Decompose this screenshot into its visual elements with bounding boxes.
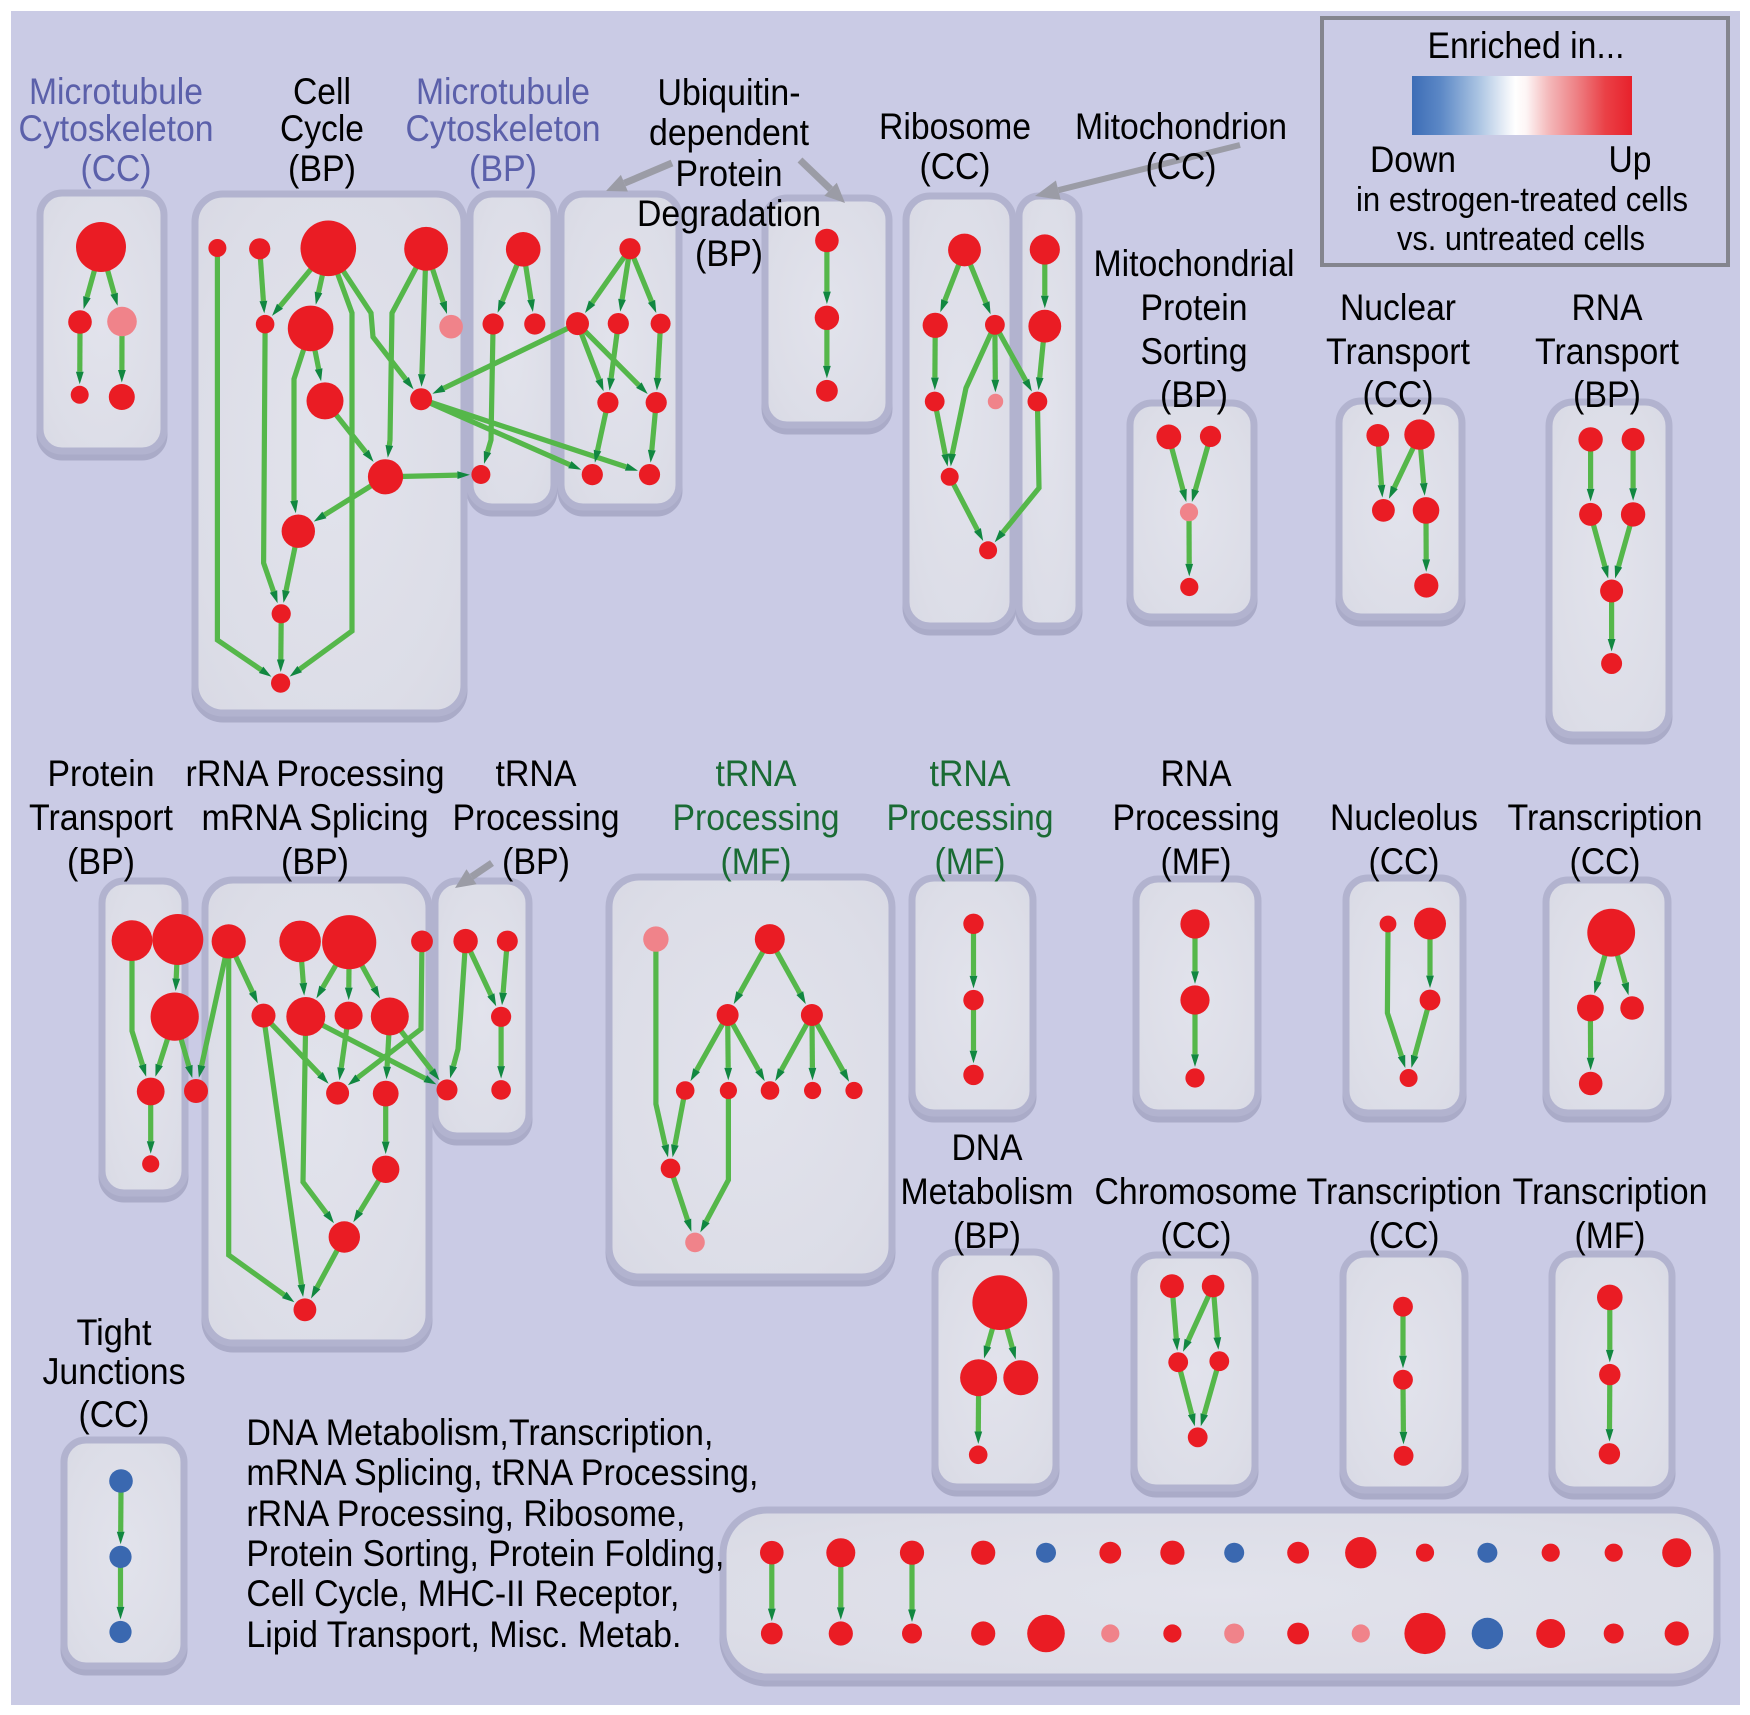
svg-text:Transport: Transport [1326,330,1471,372]
svg-text:(BP): (BP) [288,147,356,189]
svg-text:(CC): (CC) [79,1393,150,1435]
svg-text:Transcription: Transcription [1307,1170,1502,1212]
svg-text:Cell Cycle, MHC-II Receptor,: Cell Cycle, MHC-II Receptor, [246,1572,679,1614]
svg-text:Processing: Processing [673,796,840,838]
svg-text:rRNA Processing, Ribosome,: rRNA Processing, Ribosome, [246,1492,685,1534]
svg-text:Enriched in...: Enriched in... [1428,24,1625,66]
svg-text:tRNA: tRNA [496,752,577,794]
svg-text:(CC): (CC) [1363,373,1434,415]
svg-text:(BP): (BP) [1160,373,1228,415]
svg-text:mRNA Splicing, tRNA Processing: mRNA Splicing, tRNA Processing, [246,1451,758,1493]
svg-text:Microtubule: Microtubule [29,70,203,112]
svg-text:tRNA: tRNA [716,752,797,794]
svg-text:(BP): (BP) [1573,373,1641,415]
svg-text:in estrogen-treated cells: in estrogen-treated cells [1356,181,1688,219]
svg-text:(MF): (MF) [1575,1214,1646,1256]
svg-text:Sorting: Sorting [1141,330,1248,372]
svg-text:(MF): (MF) [721,840,792,882]
svg-text:Cell: Cell [293,70,351,112]
svg-text:Transport: Transport [1535,330,1680,372]
svg-text:Transcription: Transcription [1508,796,1703,838]
svg-text:(CC): (CC) [1570,840,1641,882]
svg-text:Cytoskeleton: Cytoskeleton [406,107,601,149]
svg-text:RNA: RNA [1161,752,1232,794]
svg-text:Down: Down [1370,138,1456,180]
svg-text:Lipid Transport, Misc. Metab.: Lipid Transport, Misc. Metab. [246,1613,681,1655]
svg-text:Protein: Protein [48,752,155,794]
svg-text:RNA: RNA [1572,286,1643,328]
svg-text:Up: Up [1609,138,1652,180]
svg-text:Ubiquitin-: Ubiquitin- [658,71,801,113]
svg-text:Nuclear: Nuclear [1340,286,1456,328]
svg-text:Protein Sorting, Protein Foldi: Protein Sorting, Protein Folding, [246,1532,724,1574]
svg-text:dependent: dependent [649,111,810,153]
svg-text:(MF): (MF) [1161,840,1232,882]
svg-text:DNA Metabolism,Transcription,: DNA Metabolism,Transcription, [246,1411,713,1453]
svg-text:(MF): (MF) [935,840,1006,882]
svg-text:Metabolism: Metabolism [901,1170,1074,1212]
svg-text:(BP): (BP) [502,840,570,882]
svg-text:tRNA: tRNA [930,752,1011,794]
svg-text:Tight: Tight [77,1311,153,1353]
svg-text:(BP): (BP) [469,147,537,189]
svg-text:Ribosome: Ribosome [879,105,1031,147]
svg-text:(CC): (CC) [1161,1214,1232,1256]
svg-text:(CC): (CC) [920,145,991,187]
svg-text:Processing: Processing [453,796,620,838]
svg-text:Degradation: Degradation [637,192,821,234]
svg-text:(BP): (BP) [67,840,135,882]
svg-text:(BP): (BP) [953,1214,1021,1256]
svg-text:Nucleolus: Nucleolus [1330,796,1478,838]
svg-text:Cycle: Cycle [280,107,364,149]
svg-text:Protein: Protein [676,152,783,194]
svg-text:Microtubule: Microtubule [416,70,590,112]
svg-text:Transport: Transport [29,796,174,838]
svg-text:mRNA Splicing: mRNA Splicing [202,796,429,838]
svg-text:DNA: DNA [952,1126,1023,1168]
svg-text:Protein: Protein [1141,286,1248,328]
svg-text:(CC): (CC) [1369,1214,1440,1256]
svg-text:Transcription: Transcription [1513,1170,1708,1212]
svg-text:(CC): (CC) [81,147,152,189]
svg-text:Junctions: Junctions [43,1350,186,1392]
svg-text:(CC): (CC) [1146,145,1217,187]
svg-text:Chromosome: Chromosome [1095,1170,1298,1212]
svg-text:Cytoskeleton: Cytoskeleton [19,107,214,149]
svg-text:Mitochondrion: Mitochondrion [1075,105,1287,147]
svg-text:vs. untreated cells: vs. untreated cells [1397,220,1645,258]
svg-text:(BP): (BP) [695,232,763,274]
svg-text:Processing: Processing [887,796,1054,838]
svg-text:(BP): (BP) [281,840,349,882]
svg-text:Mitochondrial: Mitochondrial [1094,242,1295,284]
svg-text:rRNA Processing: rRNA Processing [186,752,445,794]
svg-text:Processing: Processing [1113,796,1280,838]
svg-text:(CC): (CC) [1369,840,1440,882]
